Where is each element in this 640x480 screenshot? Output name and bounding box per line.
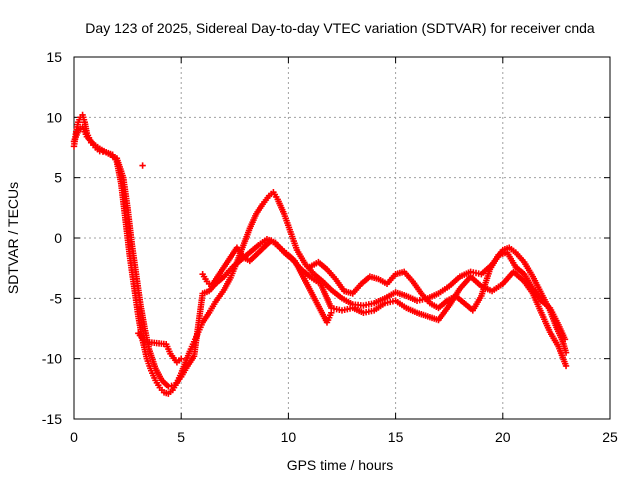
x-tick-label: 5 [177,429,185,445]
data-point [328,309,335,317]
y-tick-label: -10 [42,351,62,367]
x-tick-label: 10 [281,429,297,445]
x-tick-label: 15 [388,429,404,445]
x-tick-label: 25 [602,429,618,445]
data-point [139,162,146,169]
chart-title: Day 123 of 2025, Sidereal Day-to-day VTE… [85,20,595,36]
axis-ticks: 0 5 10 15 20 25 -15 -10 -5 0 5 10 15 [42,49,618,445]
x-tick-label: 0 [70,429,78,445]
y-tick-label: -5 [50,290,63,306]
data-point [561,336,569,343]
y-tick-label: 0 [54,230,62,246]
y-tick-label: 5 [54,170,62,186]
data-point [562,362,570,370]
data-point [178,355,185,362]
y-tick-label: -15 [42,411,62,427]
x-axis-label: GPS time / hours [287,457,394,473]
y-axis-label: SDTVAR / TECUs [5,182,21,294]
y-tick-label: 10 [46,109,62,125]
grid-lines [74,57,610,419]
data-points [70,111,570,397]
y-tick-label: 15 [46,49,62,65]
x-tick-label: 20 [495,429,511,445]
